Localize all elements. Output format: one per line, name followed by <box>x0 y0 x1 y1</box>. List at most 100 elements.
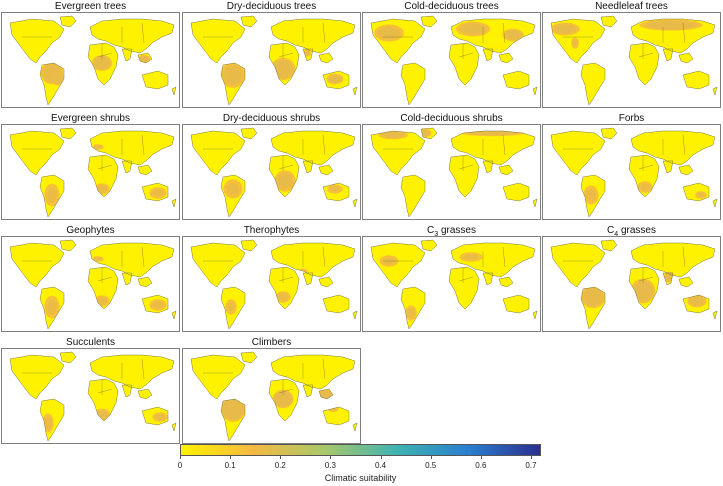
coastline <box>87 154 119 198</box>
suitability-zone <box>639 19 703 31</box>
colorbar-tick <box>330 456 332 459</box>
country-border <box>502 22 506 44</box>
coastline <box>682 294 710 314</box>
land-india <box>303 161 313 173</box>
coastline <box>87 378 119 422</box>
coastline <box>121 384 133 398</box>
country-border <box>682 246 686 268</box>
suitability-zone <box>93 408 111 422</box>
land-australia <box>142 71 168 89</box>
coastline <box>137 276 153 288</box>
suitability-zone <box>272 389 294 409</box>
land-nz <box>353 311 357 319</box>
panel-title: C4 grasses <box>607 225 656 238</box>
suitability-zone <box>418 128 432 138</box>
world-map <box>370 239 538 330</box>
coastline <box>302 384 314 398</box>
map-panel <box>542 124 721 220</box>
colorbar-tick <box>430 456 432 459</box>
land-northAmerica <box>551 243 605 287</box>
coastline <box>532 86 538 96</box>
world-map <box>9 15 177 106</box>
country-border <box>638 276 654 282</box>
coastline <box>682 182 710 202</box>
coastline <box>450 18 536 54</box>
land-nz <box>533 87 537 95</box>
land-greenland <box>60 128 76 139</box>
land-greenland <box>241 128 257 139</box>
panel-title: Succulents <box>66 337 115 348</box>
coastline <box>712 310 718 320</box>
coastline <box>600 15 618 28</box>
coastline <box>268 154 300 198</box>
land-northAmerica <box>10 131 64 175</box>
land-nz <box>713 87 717 95</box>
coastline <box>482 48 494 62</box>
panel-title: Geophytes <box>66 225 115 236</box>
colorbar-tick-label: 0.6 <box>475 461 487 470</box>
suitability-zone <box>92 144 104 150</box>
land-greenland <box>601 16 617 27</box>
coastline <box>141 294 169 314</box>
land-india <box>122 273 132 285</box>
map-panel <box>362 12 541 108</box>
world-map <box>550 239 718 330</box>
coastline <box>190 130 246 176</box>
land-northAmerica <box>10 243 64 287</box>
land-australia <box>503 71 529 89</box>
suitability-zone <box>220 62 246 88</box>
country-border <box>322 358 326 380</box>
coastline <box>712 86 718 96</box>
land-greenland <box>241 352 257 363</box>
country-border <box>322 134 326 156</box>
map-panel <box>182 348 361 444</box>
suitability-zone <box>637 181 653 193</box>
country-border <box>638 52 654 58</box>
map-panel <box>362 124 541 220</box>
land-nz <box>533 199 537 207</box>
colorbar-tick-label: 0.7 <box>525 461 537 470</box>
world-map <box>190 127 358 218</box>
map-panel <box>182 12 361 108</box>
coastline <box>502 294 530 314</box>
suitability-zone <box>378 130 408 140</box>
world-map <box>190 239 358 330</box>
country-border <box>141 22 145 44</box>
land-eurasia <box>90 243 174 277</box>
land-seAsia <box>138 277 152 287</box>
coastline <box>270 130 356 166</box>
coastline <box>220 398 246 442</box>
suitability-zone <box>270 57 296 81</box>
land-southAmerica <box>401 63 425 105</box>
country-border <box>458 164 474 170</box>
land-seAsia <box>319 53 333 63</box>
coastline <box>87 42 119 86</box>
coastline <box>137 52 153 64</box>
land-northAmerica <box>10 355 64 399</box>
map-panel <box>1 12 180 108</box>
map-panel <box>362 236 541 332</box>
colorbar-tick-label: 0 <box>177 461 183 470</box>
land-eurasia <box>90 131 174 165</box>
coastline <box>580 62 606 106</box>
coastline <box>400 174 426 218</box>
country-border <box>502 246 506 268</box>
land-nz <box>172 311 176 319</box>
coastline <box>580 286 606 330</box>
coastline <box>89 354 175 390</box>
panel-title: Evergreen shrubs <box>51 113 130 124</box>
coastline <box>400 62 426 106</box>
suitability-zone <box>461 129 525 137</box>
coastline <box>580 174 606 218</box>
coastline <box>141 182 169 202</box>
land-eurasia <box>271 131 355 165</box>
country-border <box>278 276 294 282</box>
land-india <box>483 49 493 61</box>
coastline <box>400 286 426 330</box>
coastline <box>352 86 358 96</box>
coastline <box>498 52 514 64</box>
country-border <box>682 22 686 44</box>
coastline <box>121 160 133 174</box>
land-southAmerica <box>401 175 425 217</box>
colorbar <box>180 444 541 456</box>
